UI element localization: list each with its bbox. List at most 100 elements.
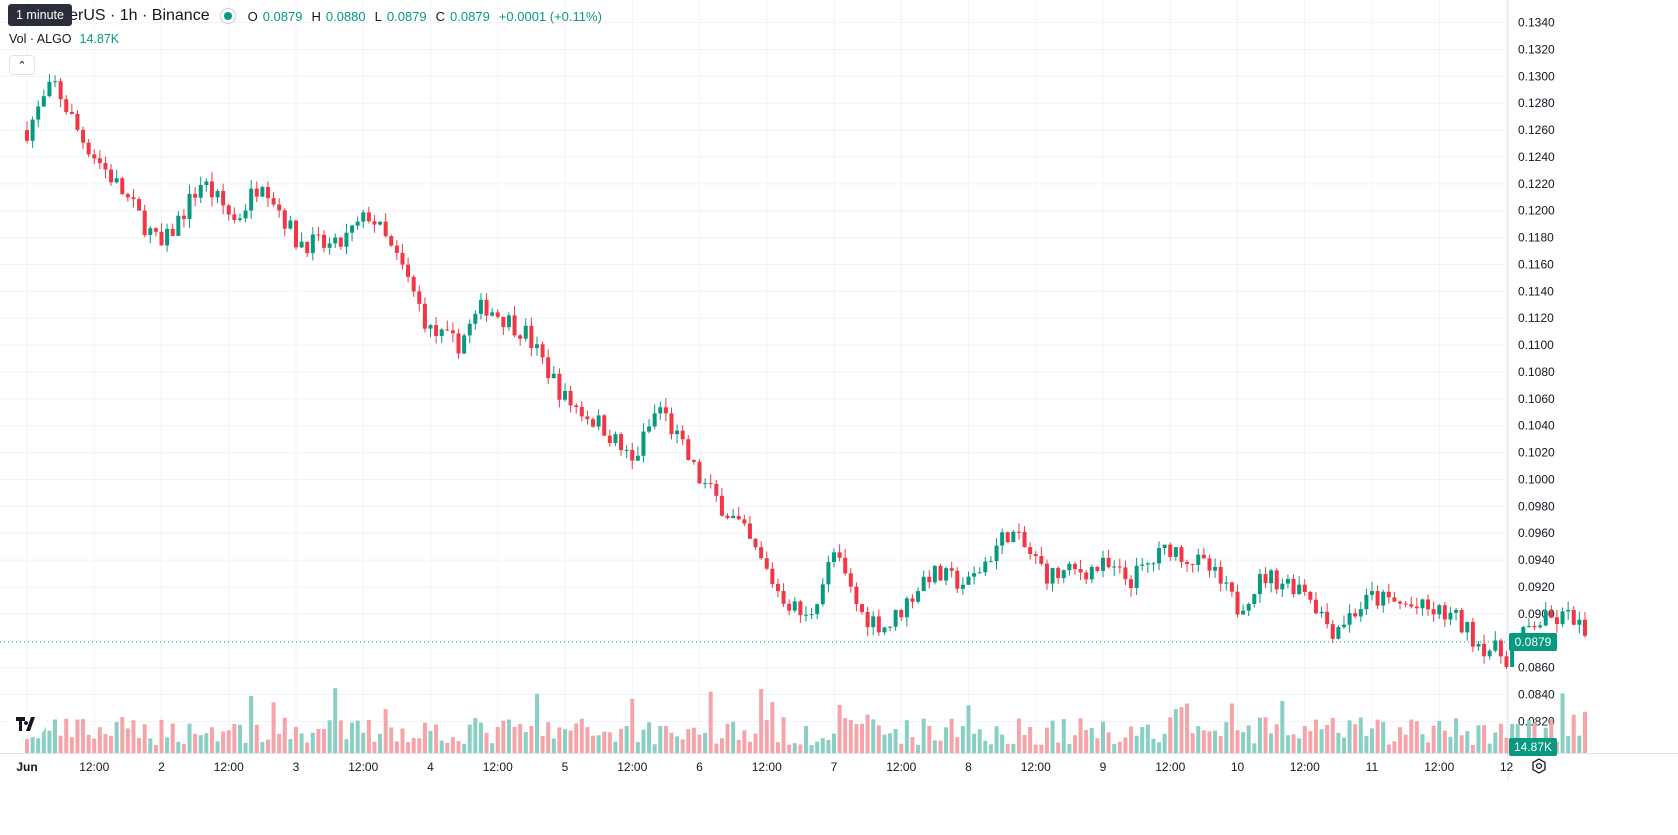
price-tick-label: 0.1140: [1518, 284, 1554, 298]
volume-bar: [1319, 729, 1324, 753]
volume-bar: [551, 738, 556, 753]
volume-bar: [759, 688, 764, 753]
candle-up: [333, 237, 338, 244]
time-tick-label: 5: [562, 760, 569, 774]
volume-bar: [456, 741, 461, 753]
price-tick-label: 0.1320: [1518, 42, 1555, 56]
candle-down: [865, 611, 870, 628]
volume-bar: [1235, 730, 1240, 753]
candle-up: [327, 243, 332, 248]
volume-bar: [92, 738, 97, 753]
volume-bar: [338, 720, 343, 753]
volume-bar: [1341, 737, 1346, 753]
candle-down: [708, 483, 713, 485]
candle-up: [647, 426, 652, 432]
candle-up: [1319, 611, 1324, 614]
volume-bar: [265, 739, 270, 753]
price-tick-label: 0.1160: [1518, 257, 1554, 271]
candle-down: [400, 252, 405, 265]
candle-down: [1028, 547, 1033, 555]
candle-down: [854, 586, 859, 605]
candle-up: [237, 218, 242, 220]
candle-up: [1157, 547, 1162, 564]
volume-bar: [893, 728, 898, 753]
candle-up: [47, 81, 52, 97]
volume-bar: [803, 725, 808, 753]
candle-up: [1145, 563, 1150, 565]
volume-bar: [921, 718, 926, 753]
candle-up: [1526, 625, 1531, 627]
price-tick-label: 0.1100: [1518, 338, 1554, 352]
volume-bar: [977, 729, 982, 753]
volume-bar: [473, 717, 478, 753]
candle-up: [1257, 574, 1262, 595]
volume-bar: [781, 717, 786, 753]
price-tick-label: 0.0840: [1518, 687, 1555, 701]
volume-bar: [832, 733, 836, 753]
volume-bar: [652, 744, 657, 753]
high-value: 0.0880: [325, 8, 366, 24]
candle-up: [832, 552, 836, 562]
candle-up: [1538, 625, 1543, 628]
candle-up: [703, 483, 708, 485]
collapse-legend-button[interactable]: ⌃: [9, 55, 35, 75]
candle-up: [344, 232, 349, 247]
candle-down: [1078, 569, 1083, 573]
volume-bar: [120, 717, 125, 753]
candle-down: [1414, 606, 1419, 609]
candle-down: [1207, 558, 1212, 571]
candle-down: [775, 583, 780, 592]
volume-bar: [1493, 732, 1498, 753]
candle-up: [355, 221, 360, 226]
volume-bar: [663, 725, 668, 753]
candle-down: [949, 568, 954, 571]
candle-down: [1168, 544, 1173, 557]
volume-bar: [596, 735, 601, 753]
candle-down: [209, 181, 214, 198]
candle-down: [1056, 568, 1061, 579]
candle-down: [764, 558, 769, 569]
time-tick-label: 12:00: [752, 760, 782, 774]
time-tick-label: Jun: [16, 760, 37, 774]
candle-down: [422, 303, 427, 329]
candle-down: [579, 407, 584, 417]
volume-bar: [1375, 719, 1380, 753]
market-status-icon[interactable]: [219, 8, 236, 24]
candle-up: [641, 431, 646, 456]
volume-bar: [742, 730, 747, 753]
volume-bar: [697, 734, 702, 753]
volume-legend[interactable]: Vol · ALGO 14.87K: [9, 32, 119, 46]
volume-bar: [462, 743, 467, 753]
volume-bar: [1330, 717, 1335, 753]
candle-up: [563, 390, 567, 400]
candle-up: [1521, 626, 1526, 638]
candle-up: [815, 604, 820, 615]
volume-bar: [1028, 727, 1033, 753]
volume-bar: [389, 727, 394, 753]
candle-up: [820, 584, 825, 605]
candle-up: [1454, 609, 1459, 613]
candle-down: [1403, 603, 1408, 605]
volume-bar: [1162, 733, 1167, 753]
chart-settings-icon[interactable]: [1530, 757, 1548, 775]
price-tick-label: 0.1240: [1518, 150, 1555, 164]
volume-bar: [1095, 738, 1100, 753]
volume-bar: [1157, 742, 1162, 753]
candle-up: [1487, 650, 1492, 657]
candle-up: [361, 212, 366, 222]
tradingview-logo-icon[interactable]: [10, 710, 46, 738]
volume-bar: [484, 732, 489, 753]
candle-down: [1123, 567, 1128, 580]
volume-bar: [719, 738, 724, 753]
volume-bar: [1302, 726, 1307, 753]
last-volume-tag: 14.87K: [1509, 738, 1557, 756]
candle-up: [350, 225, 355, 233]
candle-up: [1341, 624, 1346, 628]
candle-down: [389, 236, 394, 246]
candle-up: [215, 190, 220, 198]
volume-bar: [775, 742, 780, 753]
volume-bar: [815, 741, 820, 753]
volume-bar: [1364, 736, 1369, 753]
volume-bar: [1403, 734, 1408, 753]
